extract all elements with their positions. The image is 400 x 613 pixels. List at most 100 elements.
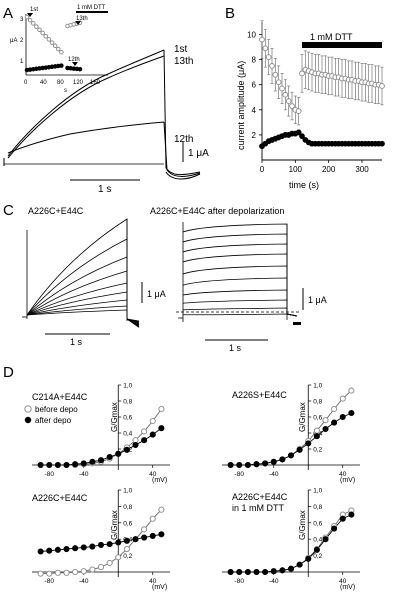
trace-13th bbox=[7, 55, 165, 159]
panel-d-plots: 0,2 0,4 0,6 0,8 1,0 -80 -40 40 0,2 0,4 0,6 0,8 1,0 -8… bbox=[32, 383, 360, 585]
c-right-trace bbox=[182, 253, 298, 317]
d-data-point bbox=[262, 460, 269, 467]
d-data-point bbox=[80, 568, 87, 575]
d-data-point bbox=[37, 461, 44, 469]
d-xtick-label: 40 bbox=[339, 578, 347, 585]
d-data-point bbox=[141, 428, 148, 435]
trace-tail-1 bbox=[163, 49, 201, 176]
panel-c-left-traces bbox=[22, 218, 140, 328]
d4-ylabel: G/Gmax bbox=[298, 510, 307, 540]
d-data-point bbox=[339, 413, 346, 421]
d-data-point bbox=[123, 537, 130, 544]
d-data-point bbox=[322, 536, 329, 543]
d-ytick-label: 0,8 bbox=[123, 399, 132, 406]
panel-b-ylabel: current amplitude (μA) bbox=[236, 61, 246, 150]
d-data-point bbox=[244, 568, 251, 576]
panel-label-d: D bbox=[3, 364, 14, 381]
b-data-point bbox=[289, 103, 295, 109]
inset-xtick-120: 120 bbox=[73, 80, 84, 86]
d-fit-curve bbox=[230, 510, 352, 573]
d-data-point bbox=[158, 425, 165, 432]
d-data-point bbox=[54, 569, 61, 576]
inset-ytick-3: 3 bbox=[20, 17, 24, 23]
b-data-point bbox=[285, 98, 292, 104]
d-data-point bbox=[115, 554, 122, 561]
d-ytick-label: 0,6 bbox=[313, 520, 322, 527]
d-ytick-label: 1,0 bbox=[123, 383, 132, 390]
b-data-point bbox=[275, 79, 282, 86]
d-data-point bbox=[339, 515, 346, 522]
d-data-point bbox=[158, 531, 165, 538]
d-xtick-label: 40 bbox=[149, 578, 157, 585]
panel-b-points bbox=[259, 20, 385, 150]
d-ytick-label: 0,6 bbox=[123, 520, 132, 527]
d-data-point bbox=[141, 534, 148, 541]
c-right-scale-y-label: 1 μA bbox=[308, 295, 327, 305]
d-data-point bbox=[227, 461, 234, 469]
trace-1st bbox=[7, 49, 165, 157]
d-data-point bbox=[236, 461, 243, 469]
d-data-point bbox=[313, 433, 320, 440]
d-data-point bbox=[149, 431, 156, 438]
d-xtick-label: -40 bbox=[79, 471, 89, 478]
inset-open-point bbox=[24, 14, 30, 20]
panel-c: A226C+E44C A226C+E44C after depolarizati… bbox=[22, 206, 327, 353]
d-data-point bbox=[106, 559, 113, 567]
legend-open-marker bbox=[24, 405, 32, 413]
d-data-point bbox=[106, 453, 113, 461]
d-xtick-label: 40 bbox=[149, 471, 157, 478]
d1-title: C214A+E44C bbox=[32, 392, 88, 402]
inset-xtick-160: 160 bbox=[90, 80, 101, 86]
d-data-point bbox=[313, 546, 320, 553]
d-data-point bbox=[63, 569, 70, 576]
legend-after-depo: after depo bbox=[35, 416, 72, 425]
inset-marker-12th: 12th bbox=[68, 57, 80, 63]
d3-title: A226C+E44C bbox=[32, 493, 88, 503]
legend-filled-marker bbox=[24, 416, 32, 424]
b-data-point bbox=[272, 71, 279, 78]
c-left-scale-y-label: 1 μA bbox=[147, 289, 166, 299]
d-data-point bbox=[279, 456, 286, 463]
inset-open-point bbox=[59, 49, 64, 55]
c-right-trace bbox=[182, 243, 298, 317]
d-ytick-label: 1,0 bbox=[123, 488, 132, 495]
d-data-point bbox=[305, 555, 312, 562]
c-right-trace bbox=[182, 313, 298, 317]
b-ytick-label: 10 bbox=[247, 31, 256, 40]
d-data-point bbox=[141, 526, 148, 533]
d-data-point bbox=[331, 525, 338, 532]
b-xtick-label: 100 bbox=[289, 165, 303, 174]
d4-xlabel: (mV) bbox=[340, 584, 355, 591]
b-data-point bbox=[379, 83, 385, 89]
inset-open-point bbox=[49, 40, 55, 45]
d-data-point bbox=[348, 511, 355, 518]
d1-ylabel: G/Gmax bbox=[110, 402, 119, 432]
d-ytick-label: 0,8 bbox=[313, 399, 322, 406]
d-data-point bbox=[106, 541, 113, 548]
d-data-point bbox=[158, 405, 165, 413]
arrow-13th-icon bbox=[75, 21, 81, 25]
b-data-point bbox=[262, 45, 269, 52]
d1-legend: before depo after depo bbox=[24, 405, 78, 425]
d-xtick-label: -80 bbox=[45, 578, 55, 585]
c-right-trace bbox=[182, 277, 298, 317]
d-data-point bbox=[296, 561, 303, 568]
d-ytick-label: 0,6 bbox=[123, 415, 132, 422]
panel-b-dtt-label: 1 mM DTT bbox=[310, 32, 353, 42]
d-data-point bbox=[331, 419, 338, 426]
c-left-trace bbox=[26, 282, 140, 325]
d-data-point bbox=[63, 545, 70, 553]
b-data-point bbox=[269, 63, 275, 69]
d-data-point bbox=[72, 461, 79, 468]
trace-12th bbox=[7, 121, 165, 154]
d-data-point bbox=[348, 409, 355, 417]
d-data-point bbox=[158, 506, 165, 513]
inset-ytick-2: 2 bbox=[20, 38, 24, 44]
d-data-point bbox=[54, 461, 61, 469]
d-data-point bbox=[89, 543, 96, 550]
d-data-point bbox=[97, 564, 105, 571]
inset-ytick-1: 1 bbox=[20, 59, 24, 65]
d-xtick-label: 40 bbox=[339, 471, 347, 478]
b-xtick-label: 0 bbox=[260, 165, 265, 174]
